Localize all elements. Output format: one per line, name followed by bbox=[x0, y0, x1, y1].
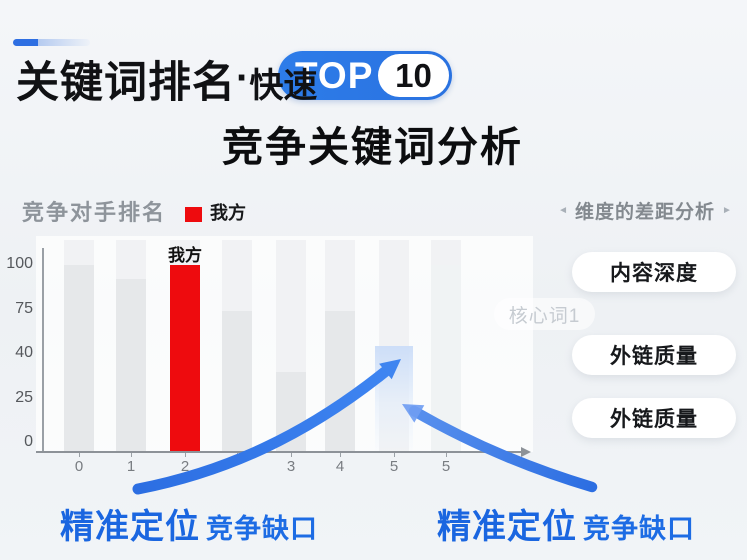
progress-bar bbox=[13, 39, 90, 46]
top-badge-label: TOP bbox=[295, 54, 374, 96]
y-tick-label: 40 bbox=[15, 344, 33, 361]
x-tick bbox=[131, 451, 132, 457]
chevron-left-icon[interactable]: ◄ bbox=[558, 205, 568, 216]
faded-keyword-chip: 核心词1 bbox=[494, 298, 595, 330]
title-dot-separator: · bbox=[236, 56, 250, 100]
callout-right-strong: 精准定位 bbox=[437, 508, 577, 546]
x-tick-label: 0 bbox=[74, 458, 84, 475]
dimension-pill-label: 外链质量 bbox=[610, 408, 698, 431]
y-tick-label: 0 bbox=[24, 433, 33, 450]
bar-competitor bbox=[222, 310, 252, 451]
x-axis-line bbox=[36, 451, 523, 453]
x-tick bbox=[394, 451, 395, 457]
progress-bar-filled bbox=[13, 39, 38, 46]
top-badge-count: 10 bbox=[395, 56, 432, 94]
dimension-pill-label: 外链质量 bbox=[610, 345, 698, 368]
x-tick-label: 3 bbox=[286, 458, 296, 475]
x-tick-label: 2 bbox=[180, 458, 190, 475]
x-tick-label: 1 bbox=[126, 458, 136, 475]
x-tick-label: 4 bbox=[335, 458, 345, 475]
dimension-pill[interactable]: 内容深度 bbox=[572, 252, 736, 292]
top10-badge: TOP 10 bbox=[278, 51, 452, 100]
bar-competitor bbox=[276, 371, 306, 451]
panel-header-label: 维度的差距分析 bbox=[574, 202, 715, 223]
callout-left: 精准定位 竞争缺口 bbox=[60, 499, 318, 548]
x-tick-label: 5 bbox=[389, 458, 399, 475]
bar-competitor bbox=[64, 265, 94, 451]
bar-competitor bbox=[116, 279, 146, 451]
subtitle: 竞争关键词分析 bbox=[222, 124, 523, 170]
bar-competitor bbox=[431, 265, 461, 451]
dimension-pill-label: 内容深度 bbox=[610, 262, 698, 285]
chart-title: 竞争对手排名 bbox=[22, 200, 167, 225]
bar-competitor bbox=[325, 310, 355, 451]
panel-header: ◄ 维度的差距分析 ► bbox=[543, 197, 747, 224]
dimension-pill[interactable]: 外链质量 bbox=[572, 398, 736, 438]
title-main: 关键词排名 bbox=[16, 59, 236, 107]
legend-label: 我方 bbox=[210, 203, 246, 223]
title-sub: 快速 bbox=[249, 67, 318, 105]
callout-left-rest: 竞争缺口 bbox=[206, 514, 318, 544]
y-tick-label: 100 bbox=[6, 255, 33, 272]
top-badge-count-pill: 10 bbox=[378, 54, 449, 97]
x-tick-label: 5 bbox=[441, 458, 451, 475]
progress-bar-track bbox=[38, 39, 90, 46]
callout-right: 精准定位 竞争缺口 bbox=[437, 499, 695, 548]
x-axis-arrowhead-icon bbox=[521, 447, 531, 457]
y-axis-line bbox=[42, 248, 44, 452]
callout-right-rest: 竞争缺口 bbox=[583, 514, 695, 544]
bar-value-label: 我方 bbox=[168, 246, 202, 265]
y-tick-label: 75 bbox=[15, 299, 33, 317]
bar-self bbox=[170, 265, 200, 451]
page-title: 关键词排名·快速 bbox=[16, 48, 317, 110]
y-tick-label: 25 bbox=[15, 388, 33, 406]
chart-legend: 我方 bbox=[185, 199, 246, 225]
chevron-right-icon[interactable]: ► bbox=[722, 205, 732, 216]
bar-gap-highlight bbox=[375, 346, 413, 451]
callout-left-strong: 精准定位 bbox=[60, 508, 200, 546]
dimension-pill[interactable]: 外链质量 bbox=[572, 335, 736, 375]
x-tick bbox=[79, 451, 80, 457]
legend-swatch-red bbox=[185, 206, 202, 222]
